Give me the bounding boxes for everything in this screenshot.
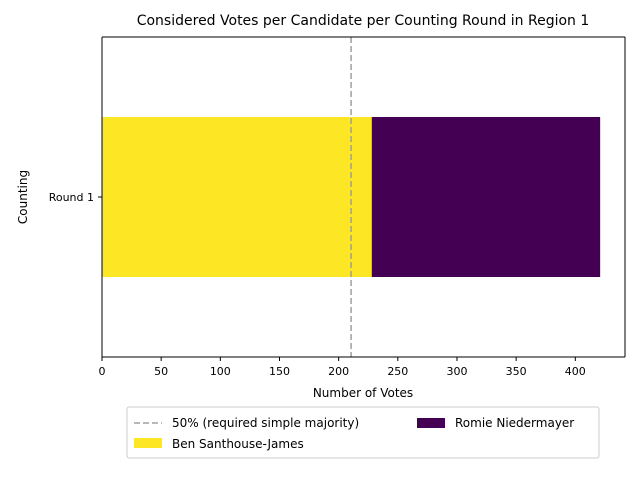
x-axis-label: Number of Votes	[313, 386, 413, 400]
legend-frame	[126, 406, 600, 459]
x-tick-label-200: 200	[328, 365, 349, 378]
x-ticks-layer: 0 50 100 150 200 250 300 350 400	[99, 357, 586, 378]
legend-swatch-ben-santhouse-james	[134, 438, 162, 448]
x-tick-label-100: 100	[210, 365, 231, 378]
legend: 50% (required simple majority) Ben Santh…	[126, 406, 600, 459]
bars-layer	[102, 117, 601, 277]
legend-reference-line-label: 50% (required simple majority)	[172, 416, 359, 430]
chart-title: Considered Votes per Candidate per Count…	[137, 13, 590, 29]
x-tick-label-350: 350	[506, 365, 527, 378]
x-tick-label-150: 150	[269, 365, 290, 378]
legend-label-romie-niedermayer: Romie Niedermayer	[455, 416, 574, 430]
y-tick-label-round-1: Round 1	[49, 191, 94, 204]
legend-label-ben-santhouse-james: Ben Santhouse-James	[172, 437, 304, 451]
bar-ben-santhouse-james-round-1	[102, 117, 372, 277]
y-axis-label: Counting	[16, 170, 30, 224]
x-tick-label-300: 300	[446, 365, 467, 378]
x-tick-label-0: 0	[99, 365, 106, 378]
x-tick-label-250: 250	[387, 365, 408, 378]
bar-romie-niedermayer-round-1	[371, 117, 601, 277]
legend-swatch-romie-niedermayer	[417, 418, 445, 428]
x-tick-label-50: 50	[154, 365, 168, 378]
x-tick-label-400: 400	[565, 365, 586, 378]
y-ticks-layer: Round 1	[49, 191, 102, 204]
